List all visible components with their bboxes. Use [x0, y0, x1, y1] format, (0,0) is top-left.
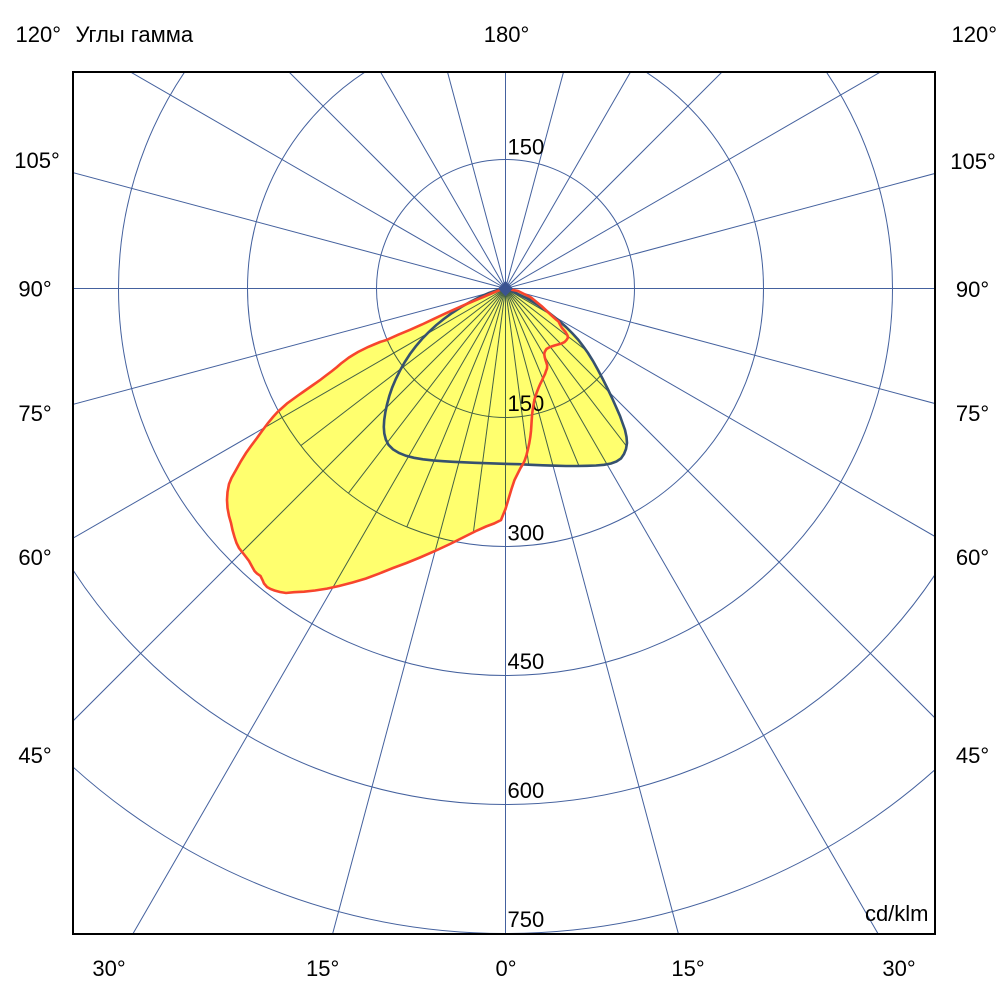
- svg-text:600: 600: [508, 778, 545, 803]
- svg-text:Углы гамма: Углы гамма: [76, 22, 194, 47]
- svg-text:90°: 90°: [18, 277, 51, 302]
- svg-text:cd/klm: cd/klm: [865, 901, 929, 926]
- svg-text:300: 300: [508, 521, 545, 546]
- svg-text:180°: 180°: [484, 22, 530, 47]
- svg-text:450: 450: [508, 649, 545, 674]
- svg-text:30°: 30°: [882, 956, 915, 981]
- svg-text:75°: 75°: [18, 401, 51, 426]
- svg-text:750: 750: [508, 907, 545, 932]
- svg-text:105°: 105°: [14, 148, 60, 173]
- svg-text:90°: 90°: [956, 277, 989, 302]
- svg-text:45°: 45°: [956, 743, 989, 768]
- svg-text:45°: 45°: [18, 743, 51, 768]
- svg-text:60°: 60°: [956, 545, 989, 570]
- svg-text:0°: 0°: [495, 956, 516, 981]
- svg-text:120°: 120°: [952, 22, 998, 47]
- svg-text:120°: 120°: [16, 22, 62, 47]
- svg-text:105°: 105°: [950, 149, 996, 174]
- svg-text:30°: 30°: [92, 956, 125, 981]
- svg-text:150: 150: [508, 135, 545, 160]
- svg-text:15°: 15°: [671, 956, 704, 981]
- svg-text:15°: 15°: [306, 956, 339, 981]
- svg-text:150: 150: [508, 391, 545, 416]
- svg-text:75°: 75°: [956, 401, 989, 426]
- svg-text:60°: 60°: [18, 545, 51, 570]
